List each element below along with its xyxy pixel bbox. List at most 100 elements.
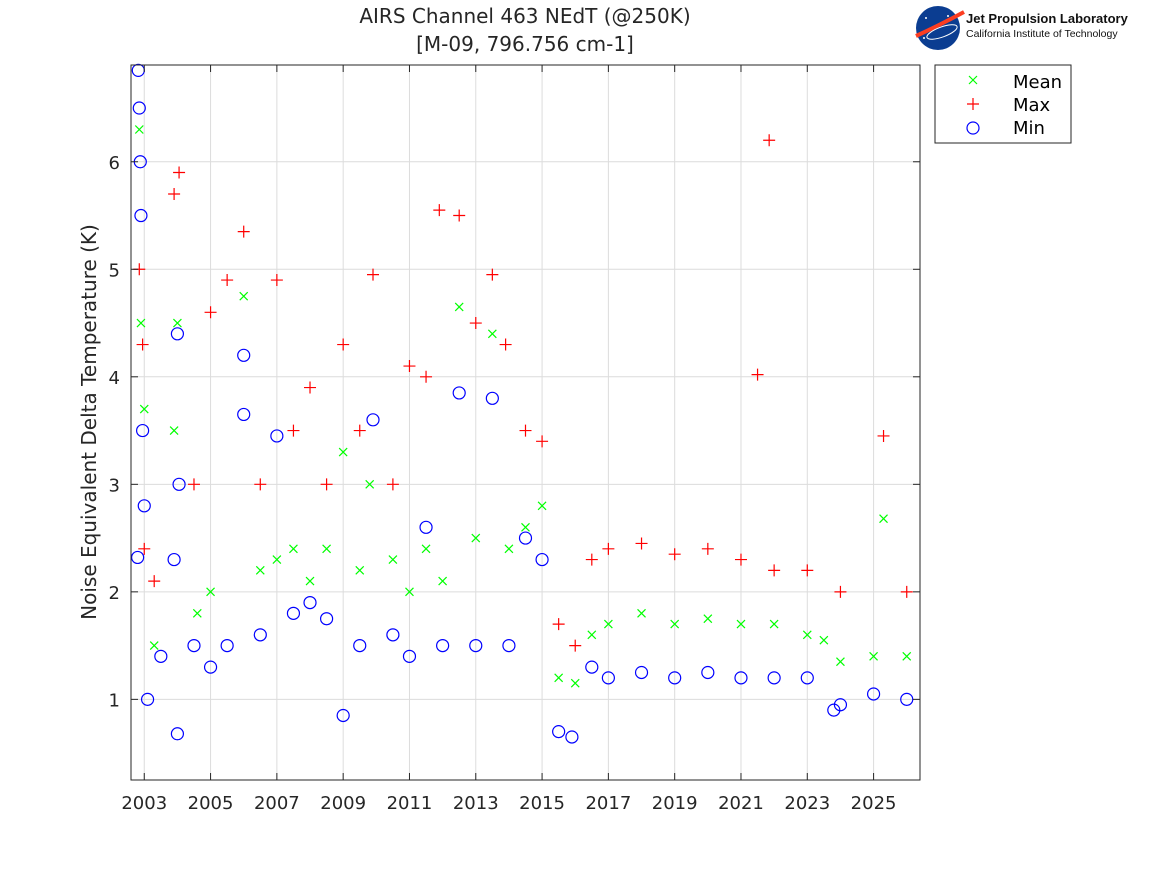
data-point-max bbox=[204, 306, 217, 319]
data-point-mean bbox=[454, 302, 464, 312]
x-tick-label: 2013 bbox=[453, 793, 499, 814]
data-point-max bbox=[138, 542, 151, 555]
data-point-max bbox=[585, 553, 598, 566]
y-axis: 1 2 3 4 5 6 bbox=[109, 153, 920, 711]
data-point-max bbox=[353, 424, 366, 437]
data-point-mean bbox=[272, 555, 282, 565]
data-point-min bbox=[336, 708, 350, 723]
data-point-min bbox=[270, 429, 284, 443]
data-point-min bbox=[552, 725, 566, 739]
data-point-max bbox=[668, 548, 681, 561]
chart-subtitle: [M-09, 796.756 cm-1] bbox=[416, 32, 634, 56]
data-point-mean bbox=[603, 619, 613, 629]
data-point-min bbox=[833, 698, 848, 712]
legend-item-mean: Mean bbox=[968, 72, 1062, 93]
data-point-mean bbox=[322, 544, 332, 554]
data-point-max bbox=[635, 537, 648, 550]
x-tick-label: 2007 bbox=[254, 793, 300, 814]
data-point-mean bbox=[637, 608, 646, 618]
data-point-max bbox=[420, 370, 433, 383]
data-point-max bbox=[469, 317, 482, 330]
legend-box bbox=[934, 64, 1072, 144]
chart-title: AIRS Channel 463 NEdT (@250K) bbox=[359, 4, 691, 28]
data-point-max bbox=[763, 134, 776, 147]
data-point-mean bbox=[670, 619, 680, 629]
data-point-min bbox=[220, 639, 234, 653]
data-point-mean bbox=[802, 630, 812, 640]
nasa-meatball-icon bbox=[915, 6, 965, 50]
data-point-max bbox=[337, 338, 350, 351]
data-point-min bbox=[485, 391, 499, 405]
data-point-max bbox=[486, 268, 499, 281]
data-point-mean bbox=[438, 576, 448, 586]
data-point-mean bbox=[902, 651, 912, 661]
data-point-mean bbox=[134, 125, 144, 134]
data-point-min bbox=[668, 671, 682, 685]
data-point-min bbox=[136, 423, 150, 438]
data-point-min bbox=[170, 727, 185, 741]
data-point-mean bbox=[537, 501, 547, 511]
data-point-max bbox=[536, 435, 549, 448]
data-point-max bbox=[287, 424, 300, 437]
data-point-min bbox=[701, 665, 715, 680]
data-point-max bbox=[801, 564, 814, 577]
data-point-min bbox=[187, 639, 201, 653]
data-point-mean bbox=[206, 587, 215, 597]
data-point-min bbox=[237, 348, 251, 362]
data-point-min bbox=[502, 639, 516, 653]
data-point-min bbox=[535, 552, 549, 567]
data-point-max bbox=[386, 478, 399, 491]
data-point-mean bbox=[355, 565, 365, 575]
data-point-max bbox=[270, 274, 283, 287]
data-point-mean bbox=[289, 544, 298, 554]
data-point-min bbox=[286, 606, 301, 620]
y-tick-label: 1 bbox=[109, 690, 120, 711]
data-point-mean bbox=[736, 619, 746, 629]
data-point-min bbox=[767, 671, 781, 685]
x-axis: 2003 2005 2007 2009 2011 2013 2015 2017 2019 2021… bbox=[121, 65, 896, 814]
data-point-min bbox=[366, 413, 380, 427]
data-point-min bbox=[170, 327, 185, 341]
data-point-mean bbox=[192, 608, 202, 618]
data-point-min bbox=[353, 639, 367, 653]
data-point-max bbox=[136, 338, 149, 351]
x-tick-label: 2017 bbox=[585, 793, 631, 814]
data-point-mean bbox=[769, 619, 779, 629]
data-point-mean bbox=[471, 533, 481, 543]
data-point-min bbox=[253, 628, 267, 642]
data-point-max bbox=[403, 360, 416, 373]
data-point-min bbox=[565, 730, 579, 744]
series-max bbox=[133, 134, 913, 652]
data-point-max bbox=[734, 553, 747, 566]
data-point-max bbox=[168, 188, 181, 201]
data-point-min bbox=[132, 101, 146, 115]
data-point-min bbox=[134, 208, 148, 223]
data-point-mean bbox=[239, 291, 249, 301]
data-point-min bbox=[469, 639, 483, 653]
data-point-mean bbox=[365, 479, 375, 489]
y-tick-label: 5 bbox=[109, 260, 120, 281]
y-tick-label: 4 bbox=[109, 368, 120, 389]
data-point-min bbox=[634, 665, 649, 680]
data-point-mean bbox=[521, 522, 530, 532]
x-tick-label: 2015 bbox=[519, 793, 565, 814]
data-point-mean bbox=[172, 318, 182, 328]
legend: Mean Max Min bbox=[934, 64, 1072, 144]
data-point-mean bbox=[879, 514, 888, 524]
x-tick-label: 2021 bbox=[718, 793, 764, 814]
data-point-max bbox=[751, 368, 764, 381]
data-point-max bbox=[433, 204, 446, 217]
data-point-mean bbox=[587, 630, 597, 640]
data-point-min bbox=[167, 552, 181, 567]
data-point-max bbox=[254, 478, 267, 491]
data-point-min bbox=[452, 386, 466, 400]
data-point-min bbox=[800, 671, 814, 685]
y-tick-label: 3 bbox=[109, 475, 120, 496]
x-tick-label: 2003 bbox=[121, 793, 167, 814]
x-tick-label: 2025 bbox=[851, 793, 897, 814]
legend-label-max: Max bbox=[1013, 95, 1051, 116]
data-point-max bbox=[173, 166, 186, 179]
data-point-min bbox=[402, 649, 417, 663]
data-point-mean bbox=[869, 651, 879, 661]
